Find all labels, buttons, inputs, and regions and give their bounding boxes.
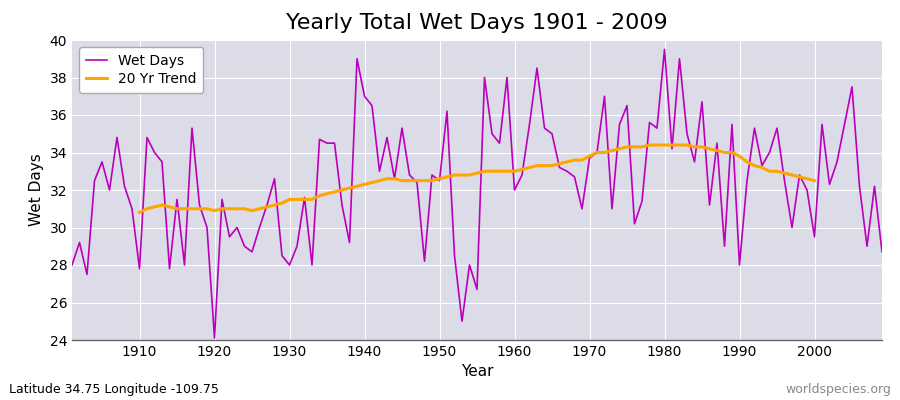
Text: Latitude 34.75 Longitude -109.75: Latitude 34.75 Longitude -109.75 [9,383,219,396]
Wet Days [877,250,887,254]
Y-axis label: Wet Days: Wet Days [29,154,44,226]
20 Yr Trend [292,197,302,202]
Wet Days [607,206,617,211]
Legend: Wet Days, 20 Yr Trend: Wet Days, 20 Yr Trend [79,47,203,93]
20 Yr Trend [644,142,655,147]
Line: 20 Yr Trend: 20 Yr Trend [140,145,814,212]
20 Yr Trend [712,148,723,153]
Wet Days [517,173,527,178]
20 Yr Trend [307,197,318,202]
20 Yr Trend [809,178,820,183]
20 Yr Trend [217,206,228,211]
Title: Yearly Total Wet Days 1901 - 2009: Yearly Total Wet Days 1901 - 2009 [286,13,668,33]
Line: Wet Days: Wet Days [72,49,882,338]
Wet Days [67,262,77,267]
Text: worldspecies.org: worldspecies.org [785,383,891,396]
Wet Days [344,240,355,245]
X-axis label: Year: Year [461,364,493,380]
Wet Days [127,206,138,211]
Wet Days [659,47,670,52]
Wet Days [299,195,310,200]
20 Yr Trend [802,176,813,181]
20 Yr Trend [794,174,805,179]
Wet Days [209,336,220,340]
20 Yr Trend [134,210,145,215]
Wet Days [509,188,520,192]
